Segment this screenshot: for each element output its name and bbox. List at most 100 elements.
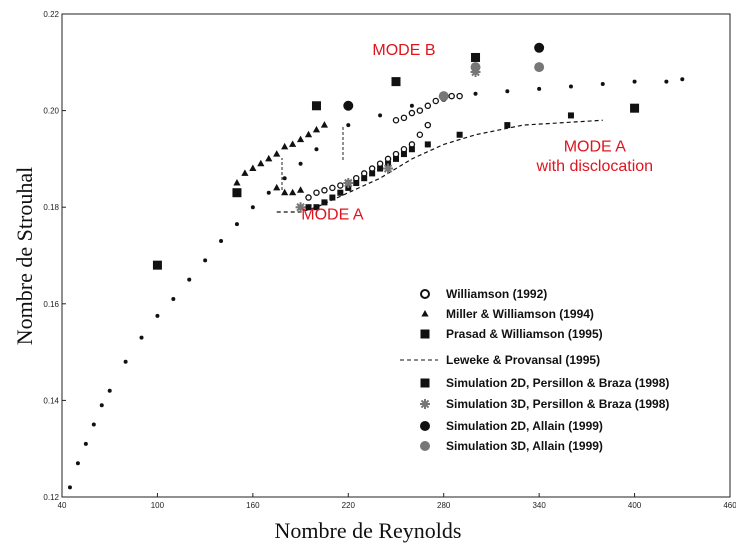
legend-swatch [420,421,430,431]
data-point [456,131,463,138]
data-point [383,163,394,174]
data-point [273,150,281,157]
data-point [416,131,424,138]
data-point [321,187,328,194]
data-point [471,52,481,62]
data-point [329,194,336,201]
legend-swatch [421,310,429,317]
data-point [250,205,255,210]
data-point [424,121,432,129]
data-point [392,150,400,158]
data-point [343,100,354,111]
data-point [313,189,320,196]
data-point [600,82,605,87]
data-point [432,97,440,105]
data-point [139,335,144,340]
data-point [664,79,669,84]
data-point [376,160,384,167]
legend-swatch [420,399,430,409]
plot-frame [61,13,731,498]
data-point [249,164,257,172]
data-point [384,155,392,163]
data-point [281,188,289,196]
data-point [241,169,249,176]
data-point [232,188,242,198]
data-point [353,180,360,187]
data-point [321,199,328,206]
data-point [233,179,241,186]
data-point [257,159,265,167]
data-point [75,461,80,466]
legend-swatch [420,378,430,388]
data-point [567,112,574,119]
data-point [505,89,510,94]
x-tick-label: 40 [58,501,67,510]
x-tick-label: 280 [437,501,451,510]
data-point [305,204,312,211]
legend-label: Simulation 2D, Allain (1999) [446,419,603,433]
data-point [470,62,481,73]
data-point [152,260,162,270]
data-point [393,155,399,162]
x-axis-label: Nombre de Reynolds [275,518,462,543]
y-tick-label: 0.16 [43,300,59,309]
y-tick-label: 0.12 [43,493,59,502]
legend-swatch [420,289,430,299]
data-point [630,103,640,113]
data-point [67,485,72,490]
data-point [296,186,305,193]
data-point [305,194,312,201]
data-point [680,77,685,82]
data-point [504,122,511,129]
data-point [408,141,416,148]
x-tick-label: 460 [723,501,736,510]
annotation: with disclocation [536,158,654,175]
data-point [400,151,407,158]
data-point [343,178,354,189]
data-point [534,42,545,53]
data-point [203,258,208,263]
data-point [83,441,88,446]
data-point [99,403,104,408]
data-point [266,190,271,195]
data-point [320,121,329,128]
data-point [409,103,414,108]
data-point [632,79,637,84]
data-point [400,145,408,153]
data-point [91,422,96,427]
x-tick-label: 220 [342,501,356,510]
annotation: MODE A [301,206,364,223]
data-point [219,239,224,244]
data-point [534,62,545,73]
legend-label: Simulation 2D, Persillon & Braza (1998) [446,376,669,390]
data-point [295,202,306,213]
legend: Williamson (1992) Miller & Williamson (19… [400,287,669,453]
x-tick-label: 400 [628,501,642,510]
data-point [456,92,463,100]
data-point [368,165,376,172]
data-point [171,296,176,301]
data-point [408,109,416,117]
legend-swatch [420,329,430,339]
data-point [282,176,287,181]
y-tick-label: 0.18 [43,203,59,212]
legend-label: Leweke & Provansal (1995) [446,353,600,367]
data-point [448,92,455,100]
x-tick-label: 160 [246,501,260,510]
y-tick-label: 0.14 [43,396,59,405]
data-point [312,125,321,133]
data-point [289,140,297,147]
data-point [187,277,192,282]
data-point [392,117,400,124]
data-point [313,204,320,211]
x-tick-label: 100 [151,501,165,510]
legend-label: Prasad & Williamson (1995) [446,327,603,341]
data-point [360,170,368,177]
data-point [329,184,336,192]
data-point [123,359,128,364]
data-point [337,189,344,196]
data-point [281,142,289,150]
legend-label: Simulation 3D, Allain (1999) [446,439,603,453]
data-point [298,161,303,166]
